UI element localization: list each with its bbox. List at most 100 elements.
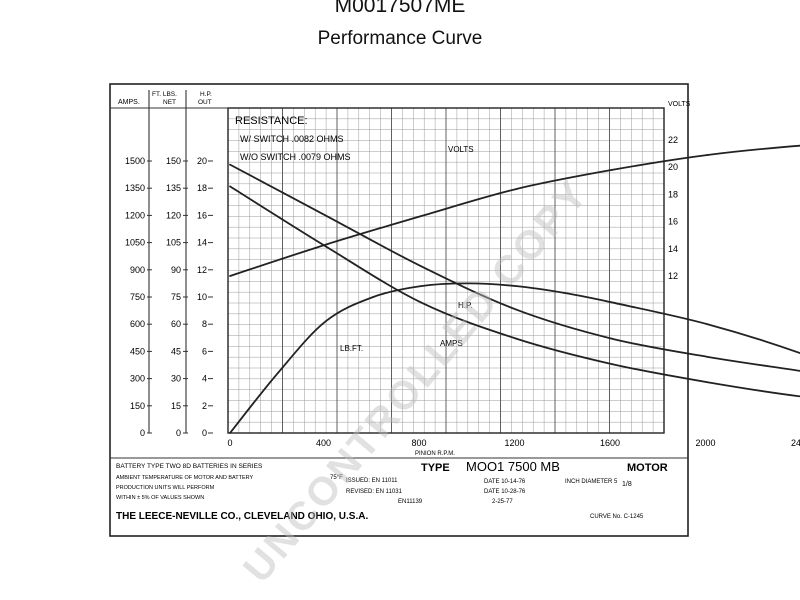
type-value: MOO1 7500 MB <box>466 459 560 474</box>
hp-tick-label: 2 <box>202 401 207 411</box>
amps-tick-label: 1350 <box>125 183 145 193</box>
page-subtitle: Performance Curve <box>317 28 483 49</box>
hp-axis-header-1: H.P. <box>200 91 212 98</box>
hp-tick-label: 4 <box>202 374 207 384</box>
ftlbs-tick-label: 0 <box>176 428 181 438</box>
hp-tick-label: 0 <box>202 428 207 438</box>
data-point-amps <box>229 163 231 166</box>
hp-tick-label: 8 <box>202 319 207 329</box>
volts-tick-label: 14 <box>668 244 678 254</box>
left-axes: AMPS. FT. LBS. NET H.P. OUT 150013501200… <box>110 90 228 438</box>
page-title: M0017507ME <box>334 0 466 17</box>
data-point-amps <box>706 355 709 358</box>
revised-note: REVISED: EN 11031 <box>346 489 403 495</box>
data-point-hp <box>706 323 709 326</box>
amps-tick-label: 900 <box>130 265 145 275</box>
ftlbs-tick-label: 15 <box>171 401 181 411</box>
ftlbs-tick-label: 90 <box>171 265 181 275</box>
hp-axis-header-2: OUT <box>198 99 212 106</box>
right-axis: VOLTS 22 20 18 16 14 12 <box>668 101 691 281</box>
issued-note: ISSUED: EN 11011 <box>346 478 398 484</box>
date-3: 2-25-77 <box>492 499 513 505</box>
x-tick-label: 400 <box>316 438 331 448</box>
x-tick-labels: 040080012001600200024002800 <box>227 438 800 448</box>
ftlbs-tick-label: 75 <box>171 292 181 302</box>
data-point-volts <box>706 154 709 156</box>
data-point-hp <box>276 372 279 375</box>
curve-label-hp: H.P. <box>458 301 473 310</box>
data-point-volts <box>229 275 231 277</box>
data-point-lbft <box>611 363 613 365</box>
data-point-amps <box>324 214 327 217</box>
volts-tick-labels: 22 20 18 16 14 12 <box>668 135 678 281</box>
ftlbs-axis-header-1: FT. LBS. <box>152 91 177 98</box>
data-point-amps <box>611 337 613 340</box>
hp-tick-label: 12 <box>197 265 207 275</box>
amps-tick-label: 300 <box>130 374 145 384</box>
volts-tick-label: 18 <box>668 189 678 199</box>
curve-label-amps: AMPS <box>440 339 463 348</box>
ambient-temperature: AMBIENT TEMPERATURE OF MOTOR AND BATTERY <box>116 475 254 481</box>
chart-curves <box>229 144 800 434</box>
ftlbs-axis-header-2: NET <box>163 99 176 106</box>
x-tick-label: 2000 <box>695 438 715 448</box>
data-point-hp <box>467 282 470 285</box>
data-point-volts <box>420 215 422 218</box>
date-1: DATE 10-14-76 <box>484 479 526 485</box>
amps-tick-label: 600 <box>130 319 145 329</box>
data-point-hp <box>229 432 231 434</box>
series-line-hp <box>229 282 800 434</box>
inch-diameter: INCH DIAMETER 5 <box>565 479 618 485</box>
ftlbs-tick-label: 120 <box>166 210 181 220</box>
hp-tick-label: 6 <box>202 346 207 356</box>
hp-tick-label: 10 <box>197 292 207 302</box>
volts-tick-label: 22 <box>668 135 678 145</box>
amps-axis-header: AMPS. <box>118 99 140 106</box>
amps-tick-label: 1200 <box>125 210 145 220</box>
x-tick-label: 1200 <box>504 438 524 448</box>
inch-diameter-fraction: 1/8 <box>622 481 632 488</box>
hp-tick-label: 14 <box>197 238 207 248</box>
data-point-lbft <box>515 337 518 340</box>
date-2: DATE 10-28-76 <box>484 489 526 495</box>
revised-note-2: EN11139 <box>398 499 423 505</box>
amps-tick-label: 150 <box>130 401 145 411</box>
data-point-amps <box>515 308 518 311</box>
ambient-temperature-value: 75°F <box>330 475 343 481</box>
x-tick-label: 2400 <box>791 438 800 448</box>
motor-label: MOTOR <box>627 462 668 474</box>
data-point-lbft <box>324 245 327 248</box>
ftlbs-tick-label: 135 <box>166 183 181 193</box>
volts-axis-header: VOLTS <box>668 101 691 108</box>
resistance-without-switch: W/O SWITCH .0079 OHMS <box>240 152 351 162</box>
x-tick-label: 800 <box>411 438 426 448</box>
curve-label-lbft: LB.FT. <box>340 344 363 353</box>
series-line-lbft <box>229 185 800 398</box>
footer-block: BATTERY TYPE TWO 8D BATTERIES IN SERIES … <box>110 457 688 522</box>
data-point-lbft <box>706 381 709 384</box>
data-point-hp <box>563 292 566 294</box>
curve-label-volts: VOLTS <box>448 145 474 154</box>
resistance-note: RESISTANCE: W/ SWITCH .0082 OHMS W/O SWI… <box>235 115 351 162</box>
data-point-volts <box>515 188 518 190</box>
x-axis-label: PINION R.P.M. <box>415 451 455 457</box>
amps-tick-label: 750 <box>130 292 145 302</box>
company-name: THE LEECE-NEVILLE CO., CLEVELAND OHIO, U… <box>116 511 368 522</box>
uncontrolled-copy-watermark: UNCONTROLLED COPY <box>235 171 597 591</box>
x-tick-label: 0 <box>227 438 232 448</box>
ftlbs-tick-label: 105 <box>166 238 181 248</box>
data-point-volts <box>611 169 613 171</box>
production-note-1: PRODUCTION UNITS WILL PERFORM <box>116 485 215 491</box>
data-point-lbft <box>420 301 422 304</box>
plot-frame <box>227 107 665 434</box>
data-point-hp <box>611 301 613 304</box>
amps-tick-label: 1050 <box>125 238 145 248</box>
resistance-heading: RESISTANCE: <box>235 115 308 127</box>
data-point-hp <box>515 285 518 288</box>
sheet-border <box>109 83 689 537</box>
resistance-with-switch: W/ SWITCH .0082 OHMS <box>240 134 344 144</box>
